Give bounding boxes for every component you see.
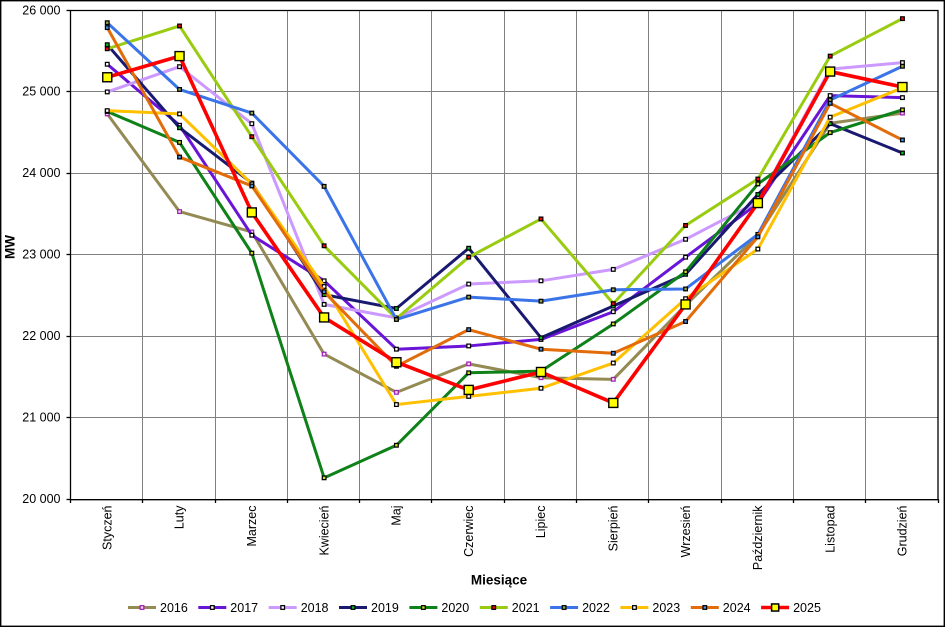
svg-text:Listopad: Listopad: [823, 505, 837, 552]
svg-text:2018: 2018: [301, 601, 329, 615]
svg-text:Październik: Październik: [751, 505, 765, 570]
svg-text:Czerwiec: Czerwiec: [462, 506, 476, 557]
svg-text:MW: MW: [3, 235, 18, 259]
svg-text:Kwiecień: Kwiecień: [317, 505, 331, 555]
svg-text:2016: 2016: [160, 601, 188, 615]
svg-text:Styczeń: Styczeń: [100, 505, 114, 550]
svg-text:2022: 2022: [582, 601, 610, 615]
svg-text:Sierpień: Sierpień: [607, 505, 621, 551]
svg-text:Marzec: Marzec: [245, 506, 259, 547]
svg-text:22 000: 22 000: [22, 329, 60, 343]
svg-text:2020: 2020: [441, 601, 469, 615]
svg-text:2024: 2024: [723, 601, 751, 615]
svg-text:2019: 2019: [371, 601, 399, 615]
svg-text:26 000: 26 000: [22, 3, 60, 17]
svg-text:2021: 2021: [512, 601, 540, 615]
svg-text:23 000: 23 000: [22, 248, 60, 262]
svg-text:Luty: Luty: [173, 505, 187, 529]
svg-text:Maj: Maj: [390, 506, 404, 526]
svg-text:2017: 2017: [230, 601, 258, 615]
svg-text:24 000: 24 000: [22, 166, 60, 180]
svg-text:25 000: 25 000: [22, 85, 60, 99]
svg-text:21 000: 21 000: [22, 410, 60, 424]
svg-text:2023: 2023: [652, 601, 680, 615]
svg-text:Wrzesień: Wrzesień: [679, 505, 693, 557]
svg-text:Grudzień: Grudzień: [896, 505, 910, 556]
svg-text:Miesiące: Miesiące: [471, 573, 528, 588]
svg-text:2025: 2025: [793, 601, 821, 615]
svg-text:Lipiec: Lipiec: [534, 506, 548, 539]
svg-text:20 000: 20 000: [22, 492, 60, 506]
